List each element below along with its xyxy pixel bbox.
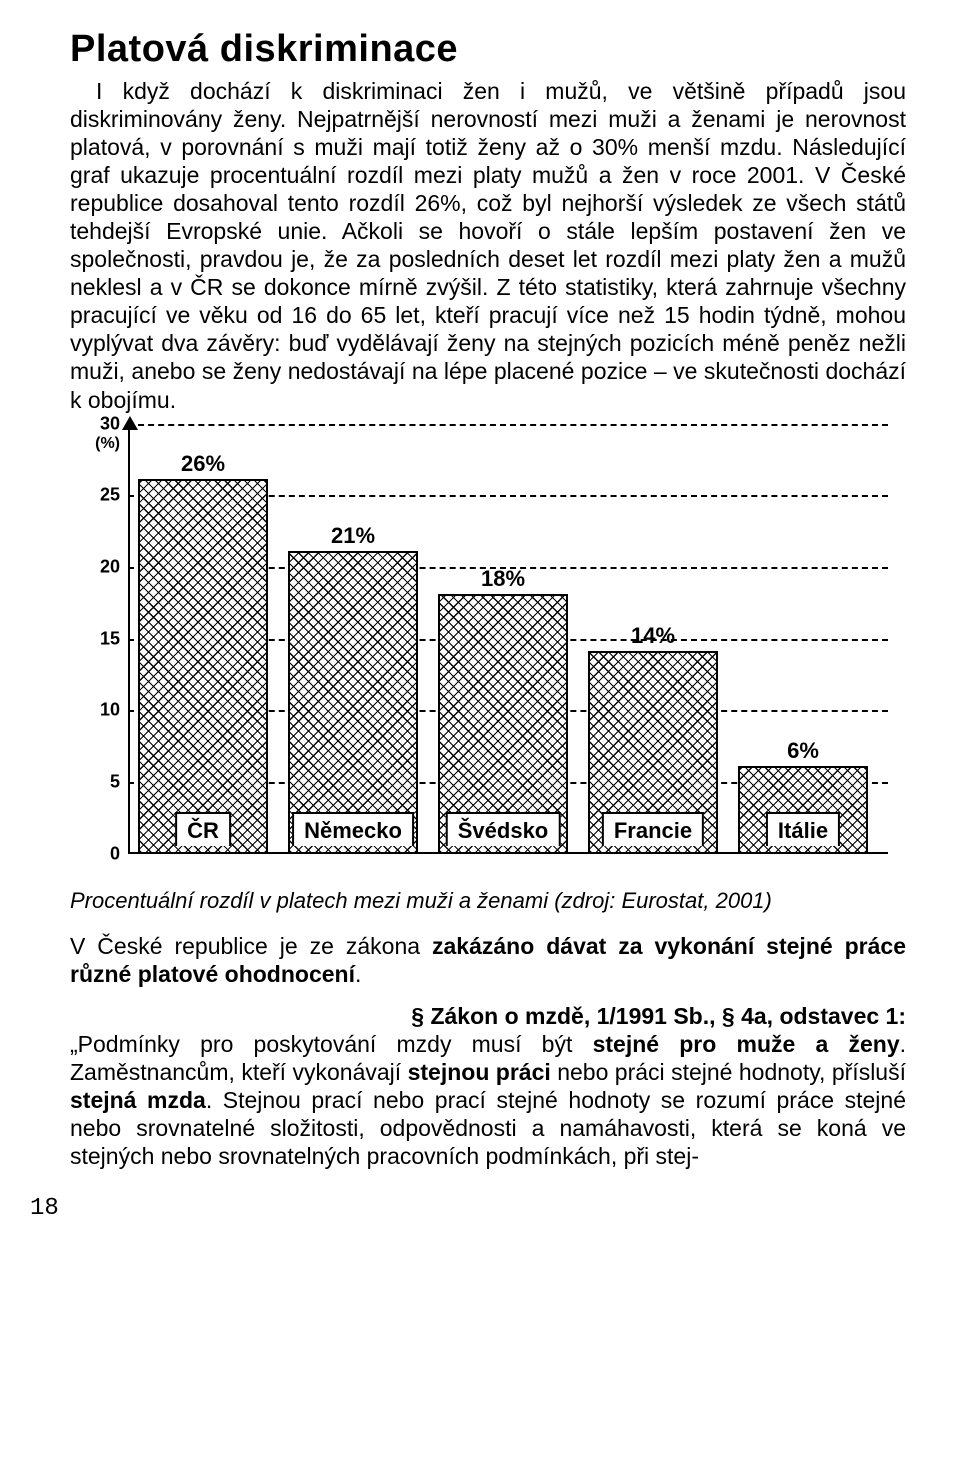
law-quote-b1: stejné pro muže a ženy bbox=[593, 1031, 900, 1057]
y-axis-unit: (%) bbox=[70, 435, 120, 453]
bar-value-label: 21% bbox=[331, 523, 375, 549]
bar-category-label: Německo bbox=[292, 812, 414, 846]
bar-value-label: 18% bbox=[481, 566, 525, 592]
chart-plot-area: ČR26%Německo21%Švédsko18%Francie14%Itáli… bbox=[128, 424, 888, 854]
law-quote-1: „Podmínky pro poskytování mzdy musí být bbox=[70, 1031, 593, 1057]
bar-category-label: Itálie bbox=[766, 812, 840, 846]
bar-value-label: 14% bbox=[631, 623, 675, 649]
bar-category-label: Švédsko bbox=[446, 812, 561, 846]
law-paragraph: V České republice je ze zákona zakázáno … bbox=[70, 932, 906, 988]
y-tick-label: 20 bbox=[70, 556, 120, 577]
intro-text: I když dochází k diskriminaci žen i mužů… bbox=[70, 78, 906, 413]
intro-paragraph: I když dochází k diskriminaci žen i mužů… bbox=[70, 77, 906, 414]
bar-category-label: ČR bbox=[175, 812, 231, 846]
law-quote-b3: stejná mzda bbox=[70, 1087, 206, 1113]
bar-Itálie: Itálie6% bbox=[738, 766, 868, 852]
bar-Německo: Německo21% bbox=[288, 551, 418, 852]
bar-value-label: 6% bbox=[787, 738, 819, 764]
chart-caption: Procentuální rozdíl v platech mezi muži … bbox=[70, 888, 906, 914]
bar-value-label: 26% bbox=[181, 451, 225, 477]
y-tick-label: 10 bbox=[70, 700, 120, 721]
law-reference-text: § Zákon o mzdě, 1/1991 Sb., § 4a, odstav… bbox=[411, 1003, 906, 1029]
y-tick-label: 15 bbox=[70, 628, 120, 649]
y-tick-label: 5 bbox=[70, 771, 120, 792]
law-quote-block: § Zákon o mzdě, 1/1991 Sb., § 4a, odstav… bbox=[70, 1002, 906, 1170]
bar-Francie: Francie14% bbox=[588, 651, 718, 852]
bar-category-label: Francie bbox=[602, 812, 704, 846]
y-tick-label: 30 bbox=[70, 413, 120, 434]
law-text-pre: V České republice je ze zákona bbox=[70, 933, 432, 959]
page-number: 18 bbox=[30, 1195, 59, 1222]
law-text-post: . bbox=[355, 961, 361, 987]
law-quote-b2: stejnou práci bbox=[408, 1059, 551, 1085]
y-tick-label: 25 bbox=[70, 485, 120, 506]
law-reference: § Zákon o mzdě, 1/1991 Sb., § 4a, odstav… bbox=[70, 1002, 906, 1030]
bar-ČR: ČR26% bbox=[138, 479, 268, 852]
y-tick-label: 0 bbox=[70, 843, 120, 864]
wage-gap-chart: 051015202530(%) ČR26%Německo21%Švédsko18… bbox=[70, 424, 906, 884]
page-title: Platová diskriminace bbox=[70, 28, 906, 71]
law-quote-3: nebo práci stejné hodnoty, přísluší bbox=[551, 1059, 906, 1085]
bar-Švédsko: Švédsko18% bbox=[438, 594, 568, 852]
